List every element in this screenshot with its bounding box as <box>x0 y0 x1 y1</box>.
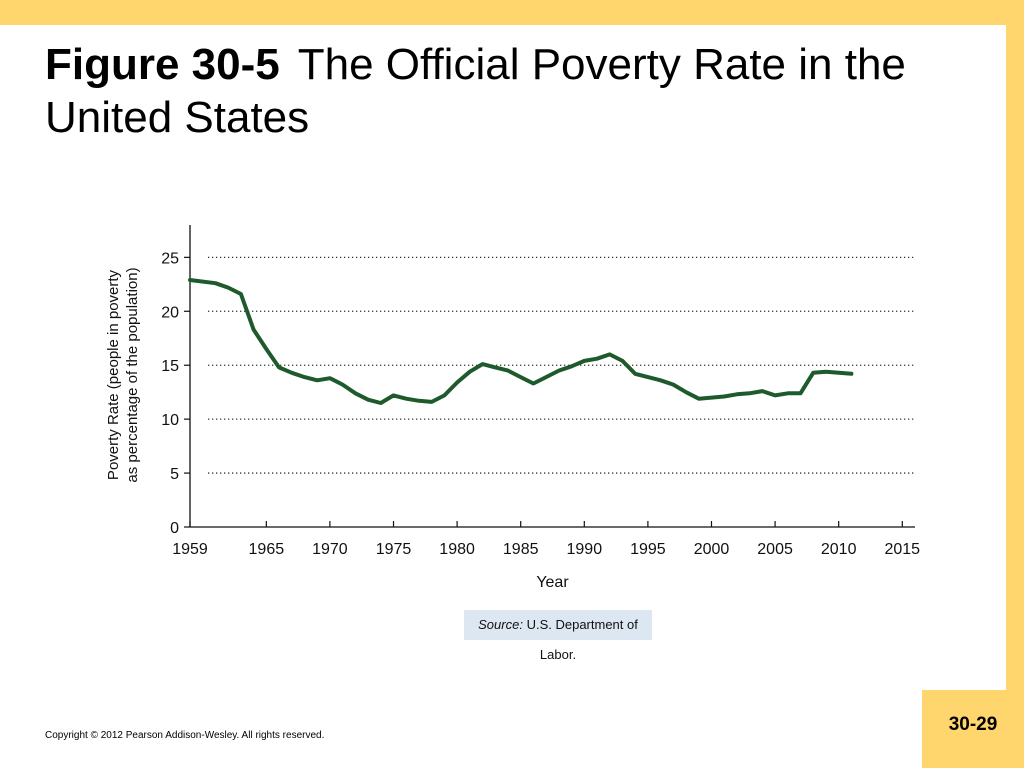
y-axis-label-line-2: as percentage of the population) <box>124 267 141 482</box>
slide-title: Figure 30-5 The Official Poverty Rate in … <box>45 38 995 144</box>
y-tick-label: 25 <box>161 250 179 267</box>
y-tick-label: 0 <box>170 520 179 537</box>
x-tick-label: 1975 <box>376 541 412 558</box>
x-axis-ticks: 1959 1965 1970 1975 1980 1985 1990 1995 2000 2005… <box>172 521 920 558</box>
poverty-rate-line <box>188 278 854 405</box>
source-note: Source: U.S. Department of Labor. <box>464 610 652 662</box>
x-tick-label: 1995 <box>630 541 666 558</box>
x-axis-label: Year <box>536 574 569 590</box>
slide-number-box: 30-29 <box>922 690 1024 768</box>
source-text: U.S. Department of Labor. <box>526 617 638 662</box>
source-label: Source: <box>478 617 523 632</box>
x-tick-label: 1980 <box>439 541 475 558</box>
axes <box>189 225 915 528</box>
y-tick-label: 10 <box>161 412 179 429</box>
x-tick-label: 1970 <box>312 541 348 558</box>
y-tick-label: 15 <box>161 358 179 375</box>
poverty-rate-chart: 1959 1965 1970 1975 1980 1985 1990 1995 2000 2005… <box>105 225 920 590</box>
right-accent-bar <box>1006 0 1024 768</box>
x-tick-label: 1990 <box>567 541 603 558</box>
series-layer <box>188 278 854 405</box>
y-axis-ticks: 0 5 10 15 20 25 <box>161 250 190 537</box>
x-tick-label: 2005 <box>757 541 793 558</box>
x-tick-label: 1959 <box>172 541 208 558</box>
x-tick-label: 1985 <box>503 541 539 558</box>
copyright-notice: Copyright © 2012 Pearson Addison-Wesley.… <box>45 730 325 741</box>
y-tick-label: 5 <box>170 466 179 483</box>
figure-title: The Official Poverty Rate in the United … <box>45 40 906 142</box>
x-tick-label: 2015 <box>884 541 920 558</box>
gridlines <box>208 256 915 474</box>
x-tick-label: 1965 <box>249 541 285 558</box>
y-tick-label: 20 <box>161 304 179 321</box>
slide-number: 30-29 <box>948 714 998 735</box>
figure-number: Figure 30-5 <box>45 40 280 89</box>
x-tick-label: 2000 <box>694 541 730 558</box>
y-axis-label-line-1: Poverty Rate (people in poverty <box>105 269 122 480</box>
top-accent-bar <box>0 0 1024 25</box>
x-tick-label: 2010 <box>821 541 857 558</box>
